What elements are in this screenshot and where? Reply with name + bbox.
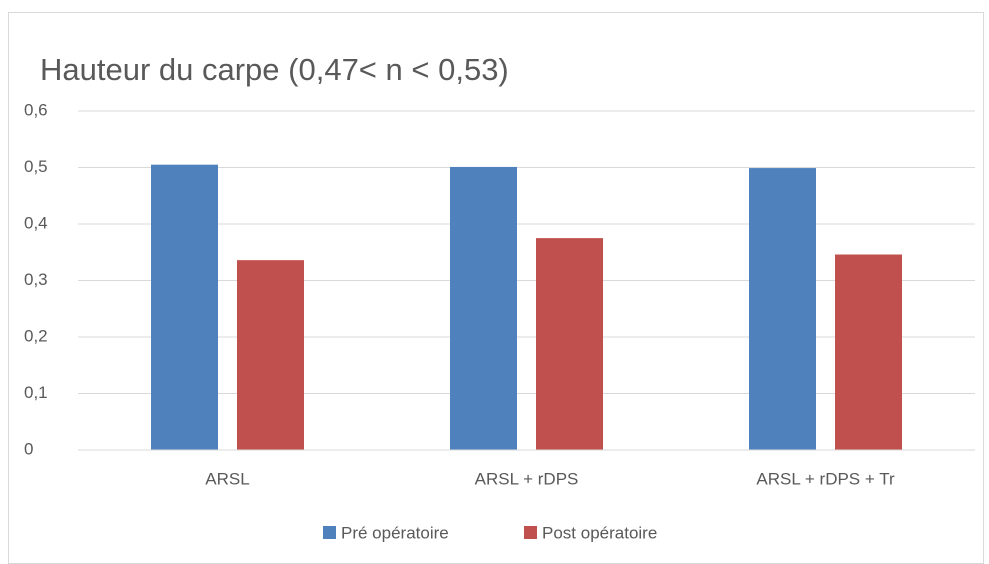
x-tick-label: ARSL + rDPS (475, 469, 579, 488)
bar (237, 260, 304, 450)
chart-title: Hauteur du carpe (0,47< n < 0,53) (40, 52, 509, 87)
bar (450, 166, 517, 450)
legend-label: Pré opératoire (341, 523, 449, 542)
y-tick-label: 0 (24, 439, 33, 458)
y-tick-label: 0,6 (24, 100, 48, 119)
y-tick-label: 0,1 (24, 383, 48, 402)
y-tick-label: 0,3 (24, 270, 48, 289)
legend-swatch (323, 526, 336, 539)
y-tick-label: 0,5 (24, 157, 48, 176)
x-tick-label: ARSL (205, 469, 249, 488)
legend-label: Post opératoire (542, 523, 657, 542)
x-tick-label: ARSL + rDPS + Tr (756, 469, 895, 488)
legend-swatch (524, 526, 537, 539)
bar (749, 168, 816, 450)
y-tick-label: 0,2 (24, 326, 48, 345)
bar (151, 164, 218, 451)
y-tick-label: 0,4 (24, 213, 48, 232)
bar (835, 254, 902, 450)
bar (536, 238, 603, 450)
